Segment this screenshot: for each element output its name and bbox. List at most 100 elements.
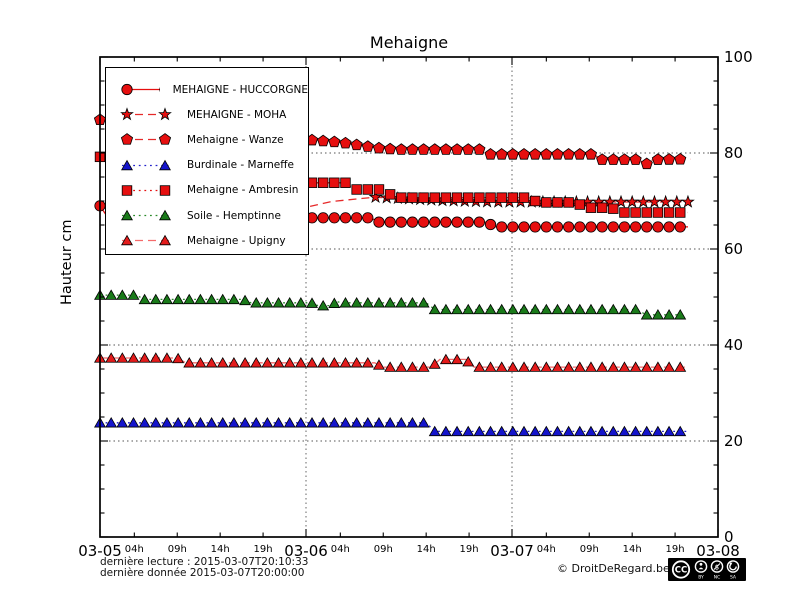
triangle-marker bbox=[272, 297, 285, 308]
square-marker bbox=[362, 184, 374, 195]
circle-marker bbox=[551, 221, 564, 233]
triangle-marker bbox=[361, 357, 374, 368]
triangle-marker bbox=[473, 425, 486, 437]
pentagon-marker bbox=[439, 143, 452, 155]
x-hour-tick-label: 04h bbox=[537, 544, 556, 555]
triangle-marker bbox=[663, 361, 676, 372]
triangle-marker bbox=[596, 425, 609, 437]
triangle-marker bbox=[406, 417, 419, 428]
pentagon-marker bbox=[339, 136, 352, 149]
square-marker bbox=[451, 192, 463, 203]
triangle-marker bbox=[160, 352, 173, 363]
triangle-marker bbox=[596, 361, 609, 372]
triangle-marker bbox=[663, 309, 676, 320]
star-marker bbox=[647, 194, 662, 208]
square-marker bbox=[641, 207, 652, 218]
triangle-marker bbox=[518, 361, 531, 372]
triangle-marker bbox=[439, 425, 452, 437]
triangle-marker bbox=[451, 303, 464, 315]
arrowhead-icon bbox=[729, 562, 733, 566]
triangle-marker bbox=[116, 352, 129, 363]
circle-marker bbox=[641, 221, 653, 233]
circle-marker bbox=[462, 216, 474, 228]
legend-item: Mehaigne - Upigny bbox=[106, 228, 308, 253]
triangle-marker bbox=[674, 425, 687, 437]
triangle-marker bbox=[462, 356, 475, 367]
tick-labels: 03-05 03-06 03-07 03-08 04h 09h 14h 19h 04h 09h 14… bbox=[78, 48, 752, 560]
triangle-marker bbox=[384, 361, 397, 372]
y-tick-label: 100 bbox=[724, 48, 753, 66]
star-marker bbox=[669, 194, 684, 208]
pentagon-marker bbox=[674, 152, 687, 165]
triangle-marker bbox=[261, 417, 274, 428]
legend-label: Burdinale - Marneffe bbox=[187, 159, 294, 172]
square-marker bbox=[529, 195, 541, 207]
square-marker bbox=[541, 197, 552, 208]
triangle-marker bbox=[138, 352, 151, 363]
circle-marker bbox=[674, 221, 686, 233]
square-marker bbox=[418, 192, 429, 203]
square-marker bbox=[608, 203, 619, 214]
triangle-marker bbox=[372, 417, 385, 428]
pentagon-marker bbox=[517, 148, 531, 160]
legend-swatch bbox=[121, 185, 171, 196]
legend-item: Mehaigne - Wanze bbox=[106, 127, 308, 152]
triangle-marker bbox=[495, 361, 508, 372]
legend: MEHAIGNE - HUCCORGNE MEHAIGNE - MOHA Mehai… bbox=[105, 67, 309, 255]
triangle-marker bbox=[573, 361, 586, 372]
triangle-marker bbox=[261, 357, 274, 368]
triangle-marker bbox=[529, 425, 542, 437]
triangle-marker bbox=[159, 235, 171, 246]
triangle-marker bbox=[138, 417, 151, 428]
triangle-marker bbox=[350, 297, 363, 308]
triangle-marker bbox=[629, 425, 642, 437]
pentagon-marker bbox=[584, 148, 598, 160]
triangle-marker bbox=[294, 417, 307, 428]
triangle-marker bbox=[506, 361, 519, 372]
triangle-marker bbox=[317, 417, 330, 428]
triangle-marker bbox=[428, 303, 441, 315]
pentagon-marker bbox=[618, 153, 631, 165]
footer-status: dernière lecture : 2015-03-07T20:10:33 d… bbox=[100, 557, 308, 578]
triangle-marker bbox=[294, 297, 307, 308]
y-tick-label: 20 bbox=[724, 432, 743, 450]
square-marker bbox=[596, 202, 608, 213]
pentagon-marker bbox=[607, 153, 620, 165]
legend-label: Mehaigne - Ambresin bbox=[187, 184, 299, 197]
circle-marker bbox=[406, 216, 419, 228]
triangle-marker bbox=[484, 425, 497, 437]
y-tick-label: 0 bbox=[724, 528, 734, 546]
triangle-marker bbox=[216, 417, 229, 428]
pentagon-marker bbox=[629, 153, 642, 165]
pentagon-marker bbox=[529, 148, 542, 160]
triangle-marker bbox=[518, 303, 531, 315]
circle-marker bbox=[373, 216, 385, 228]
x-day-tick-label: 03-05 bbox=[78, 542, 122, 560]
triangle-marker bbox=[239, 417, 252, 428]
x-hour-tick-label: 14h bbox=[417, 544, 436, 555]
circle-marker bbox=[317, 212, 329, 224]
square-marker bbox=[396, 192, 407, 203]
legend-item: Soile - Hemptinne bbox=[106, 203, 308, 228]
triangle-marker bbox=[328, 357, 341, 368]
series-burdinale-marneffe bbox=[94, 417, 688, 437]
square-marker bbox=[329, 177, 340, 188]
pentagon-marker bbox=[372, 141, 386, 154]
triangle-marker bbox=[283, 357, 296, 368]
triangle-marker bbox=[127, 417, 140, 428]
triangle-marker bbox=[183, 417, 196, 428]
triangle-marker bbox=[640, 425, 653, 437]
triangle-marker bbox=[121, 235, 133, 246]
last-data-text: dernière donnée 2015-03-07T20:00:00 bbox=[100, 566, 305, 579]
triangle-marker bbox=[216, 293, 229, 305]
triangle-marker bbox=[283, 297, 296, 308]
cc-letters: CC bbox=[675, 566, 687, 576]
triangle-marker bbox=[484, 361, 497, 372]
circle-marker bbox=[663, 221, 675, 233]
triangle-marker bbox=[339, 417, 352, 428]
triangle-marker bbox=[651, 425, 664, 437]
triangle-marker bbox=[149, 352, 162, 363]
pentagon-marker bbox=[328, 135, 341, 148]
square-marker bbox=[463, 192, 474, 203]
circle-marker bbox=[652, 221, 664, 233]
